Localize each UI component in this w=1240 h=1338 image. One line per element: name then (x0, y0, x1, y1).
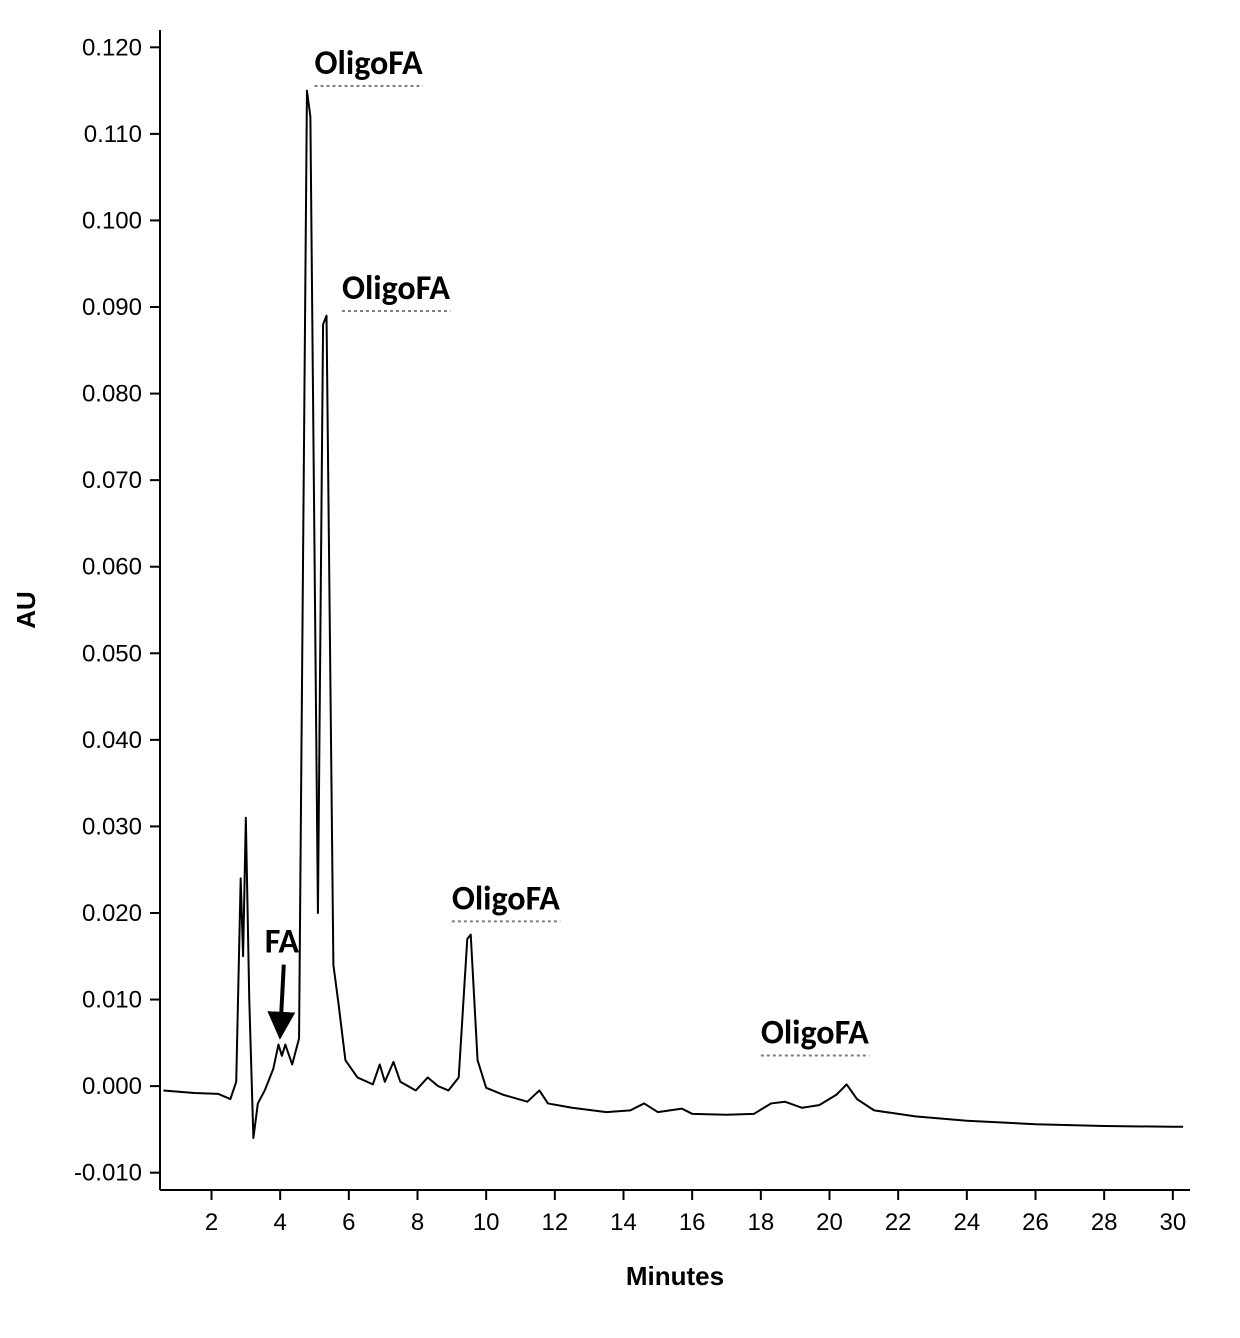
y-tick-label: 0.010 (82, 987, 142, 1014)
x-tick-label: 30 (1159, 1209, 1186, 1236)
x-tick-label: 26 (1022, 1209, 1049, 1236)
x-tick-label: 6 (342, 1209, 355, 1236)
y-tick-label: 0.030 (82, 813, 142, 840)
y-tick-label: 0.100 (82, 207, 142, 234)
chart-svg: 24681012141618202224262830-0.0100.0000.0… (0, 0, 1240, 1338)
peak-label-arrow (280, 965, 284, 1035)
x-tick-label: 14 (610, 1209, 637, 1236)
x-tick-label: 16 (679, 1209, 706, 1236)
x-tick-label: 18 (747, 1209, 774, 1236)
x-tick-label: 22 (885, 1209, 912, 1236)
x-tick-label: 24 (953, 1209, 980, 1236)
y-tick-label: 0.090 (82, 294, 142, 321)
y-axis-title: AU (11, 591, 41, 629)
x-tick-label: 4 (273, 1209, 286, 1236)
x-axis-title: Minutes (626, 1261, 724, 1291)
x-tick-label: 28 (1091, 1209, 1118, 1236)
chromatogram-trace (163, 91, 1183, 1138)
peak-label: OligoFA (452, 878, 560, 919)
peak-label: OligoFA (342, 268, 450, 309)
y-tick-label: 0.040 (82, 727, 142, 754)
y-tick-label: 0.110 (84, 121, 142, 148)
x-tick-label: 2 (205, 1209, 218, 1236)
x-tick-label: 8 (411, 1209, 424, 1236)
x-tick-label: 20 (816, 1209, 843, 1236)
y-tick-label: 0.060 (82, 554, 142, 581)
y-tick-label: 0.000 (82, 1073, 142, 1100)
peak-label: OligoFA (315, 43, 423, 84)
y-tick-label: 0.080 (82, 381, 142, 408)
y-tick-label: 0.070 (82, 467, 142, 494)
peak-label: OligoFA (761, 1012, 869, 1053)
x-tick-label: 10 (473, 1209, 500, 1236)
x-tick-label: 12 (541, 1209, 568, 1236)
y-tick-label: -0.010 (74, 1160, 142, 1187)
y-tick-label: 0.120 (82, 34, 142, 61)
y-tick-label: 0.050 (82, 640, 142, 667)
chromatogram-chart: 24681012141618202224262830-0.0100.0000.0… (0, 0, 1240, 1338)
y-tick-label: 0.020 (82, 900, 142, 927)
peak-label: FA (265, 922, 300, 963)
